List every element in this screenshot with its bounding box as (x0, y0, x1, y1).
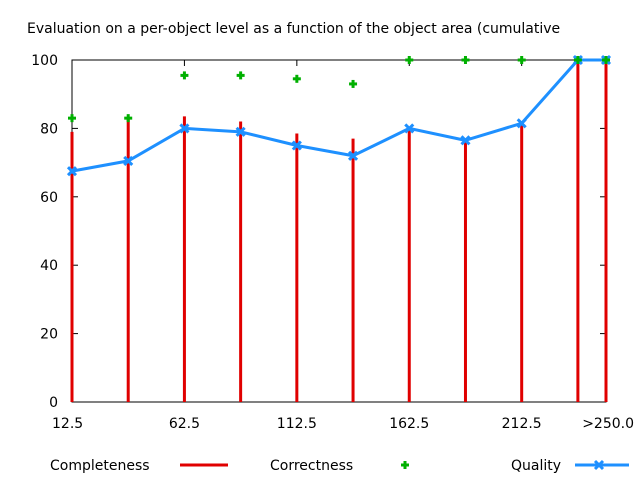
y-tick-label: 60 (40, 190, 58, 206)
y-tick-label: 40 (40, 258, 58, 274)
legend-label: Correctness (270, 458, 353, 474)
y-tick-label: 0 (49, 395, 58, 411)
quality-line (71, 58, 606, 173)
series-quality (66, 54, 612, 177)
y-tick-label: 100 (31, 53, 58, 69)
x-tick-label: 162.5 (389, 416, 429, 432)
quality-point (123, 155, 134, 166)
quality-point (235, 126, 246, 137)
legend-item-completeness: Completeness (50, 458, 228, 474)
legend-label: Quality (511, 458, 561, 474)
legend-item-quality: Quality (511, 458, 629, 474)
correctness-point (68, 114, 76, 123)
correctness-point (236, 71, 245, 80)
x-tick-label: >250.0 (582, 416, 634, 432)
legend-swatch (575, 459, 629, 471)
legend-label: Completeness (50, 458, 150, 474)
x-tick-label: 212.5 (502, 416, 542, 432)
y-tick-label: 20 (40, 327, 58, 343)
y-axis: 0 20 40 60 80 100 (31, 53, 606, 411)
x-tick-label: 112.5 (277, 416, 317, 432)
quality-point (291, 140, 302, 151)
correctness-point (461, 56, 470, 64)
series-correctness (68, 56, 610, 123)
x-tick-label: 12.5 (52, 416, 83, 432)
correctness-point (124, 114, 133, 123)
legend: Completeness Correctness Quality (50, 458, 629, 474)
x-tick-label: 62.5 (169, 416, 200, 432)
quality-point (460, 135, 471, 146)
series-completeness (70, 60, 608, 402)
quality-point (404, 123, 415, 134)
correctness-point (180, 71, 189, 80)
legend-swatch (401, 461, 409, 469)
quality-point (66, 166, 78, 177)
plot-frame (71, 59, 607, 403)
correctness-point (573, 56, 582, 64)
quality-point (347, 150, 359, 161)
correctness-point (349, 79, 358, 88)
y-tick-label: 80 (40, 121, 58, 137)
x-axis: 12.5 62.5 112.5 162.5 212.5 >250.0 (52, 60, 634, 432)
correctness-point (602, 56, 610, 64)
chart-title: Evaluation on a per-object level as a fu… (27, 21, 560, 37)
quality-point (516, 118, 527, 129)
correctness-point (517, 56, 526, 64)
correctness-point (292, 74, 301, 83)
legend-item-correctness: Correctness (270, 458, 409, 474)
correctness-point (405, 56, 414, 64)
plot-area: 0 20 40 60 80 100 12.5 62.5 112.5 162.5 212.5 >250… (31, 53, 634, 432)
quality-point (179, 123, 190, 134)
